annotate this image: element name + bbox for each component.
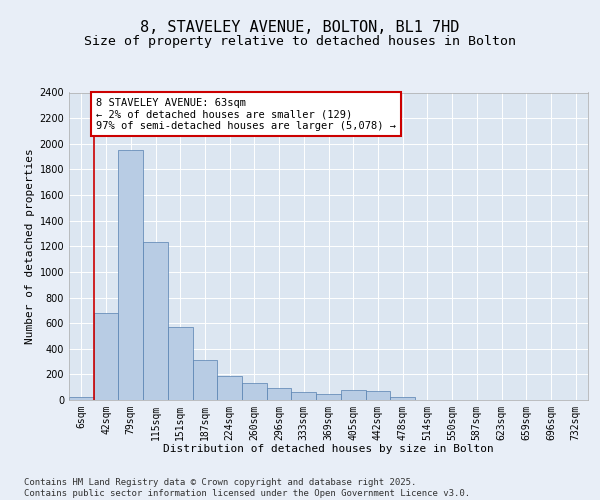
Bar: [267, 388, 292, 400]
Bar: [94, 313, 118, 400]
Text: 8 STAVELEY AVENUE: 63sqm
← 2% of detached houses are smaller (129)
97% of semi-d: 8 STAVELEY AVENUE: 63sqm ← 2% of detache…: [96, 98, 396, 131]
Text: 8, STAVELEY AVENUE, BOLTON, BL1 7HD: 8, STAVELEY AVENUE, BOLTON, BL1 7HD: [140, 20, 460, 35]
Bar: [193, 360, 217, 400]
Bar: [365, 391, 390, 400]
Bar: [341, 390, 365, 400]
Y-axis label: Number of detached properties: Number of detached properties: [25, 148, 35, 344]
Bar: [390, 398, 415, 400]
Bar: [316, 394, 341, 400]
Bar: [292, 392, 316, 400]
Bar: [69, 398, 94, 400]
Bar: [242, 384, 267, 400]
X-axis label: Distribution of detached houses by size in Bolton: Distribution of detached houses by size …: [163, 444, 494, 454]
Text: Size of property relative to detached houses in Bolton: Size of property relative to detached ho…: [84, 35, 516, 48]
Bar: [143, 242, 168, 400]
Bar: [168, 327, 193, 400]
Bar: [118, 150, 143, 400]
Bar: [217, 376, 242, 400]
Text: Contains HM Land Registry data © Crown copyright and database right 2025.
Contai: Contains HM Land Registry data © Crown c…: [24, 478, 470, 498]
